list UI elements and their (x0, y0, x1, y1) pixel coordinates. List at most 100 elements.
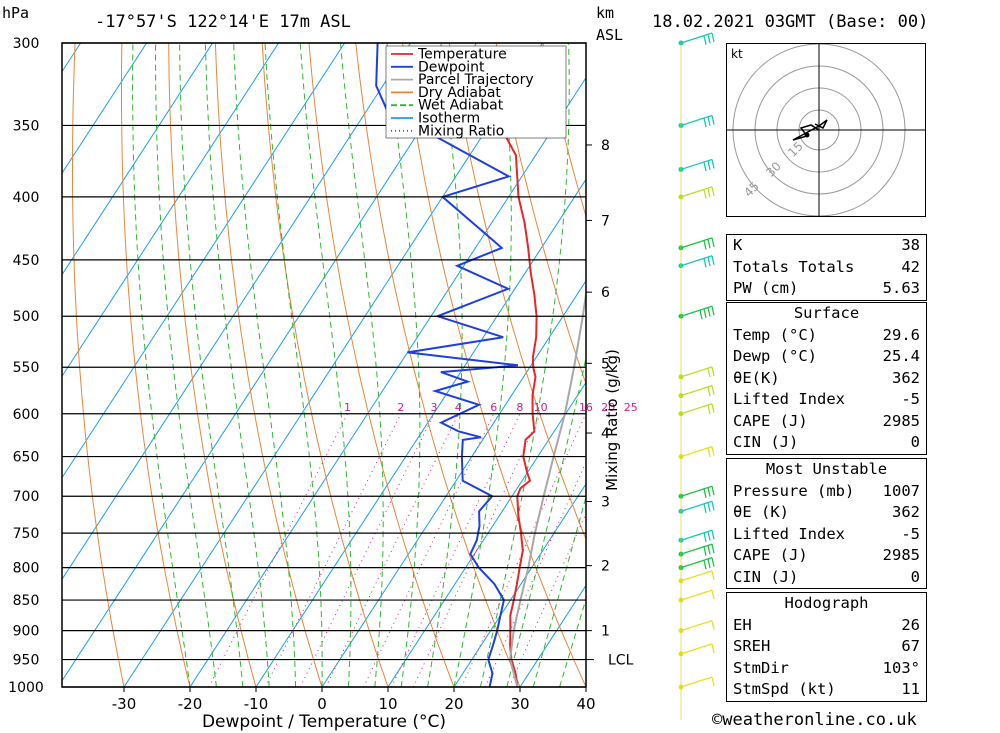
wind-barb-flag (703, 546, 707, 556)
wind-barb-flag (707, 531, 711, 541)
table-row: Pressure (mb) 1007 (727, 481, 926, 503)
row-label: SREH (733, 637, 771, 655)
pressure-tick-label: 900 (13, 624, 40, 640)
row-label: Lifted Index (733, 390, 845, 408)
wind-barb-flag (707, 160, 711, 170)
surface-table: Surface Temp (°C) 29.6 Dewp (°C) 25.4 θE(K) 3… (726, 302, 927, 455)
dry-adiabat-line (964, 43, 1000, 687)
wind-barb-shaft (680, 255, 713, 267)
legend-entry: Dewpoint (418, 59, 485, 75)
km-tick-label: 4 (601, 426, 610, 442)
wind-barb-flag (711, 306, 715, 316)
wet-adiabat-line (386, 43, 421, 687)
pressure-tick-label: 400 (13, 190, 40, 206)
temp-tick-label: -10 (244, 695, 269, 713)
wind-barb-flag (699, 309, 703, 320)
wind-barb-shaft (680, 158, 713, 171)
hodograph-trace (792, 119, 828, 141)
mixing-ratio-label: 20 (601, 401, 615, 414)
wet-adiabat-line (299, 43, 352, 687)
wind-barb-shaft (680, 570, 713, 582)
km-tick-label: 5 (601, 356, 610, 372)
mixing-ratio-line (325, 413, 459, 687)
row-label: Pressure (mb) (733, 481, 855, 500)
wind-barb-flag (711, 543, 715, 554)
wind-barb-shaft (680, 529, 713, 541)
wind-barb-shaft (680, 403, 713, 415)
wind-barb (680, 186, 715, 199)
mixing-ratio-label: 2 (397, 401, 404, 414)
pressure-tick-label: 550 (13, 360, 40, 376)
trace-dewpoint (375, 43, 519, 687)
wind-barb-flag (703, 117, 707, 128)
dry-adiabat-line (72, 43, 125, 687)
mixing-ratio-label: 1 (344, 401, 351, 414)
isotherm-line (62, 43, 478, 682)
wind-barb (680, 557, 715, 570)
wind-barb-shaft (680, 445, 713, 458)
mixing-ratio-line (412, 413, 542, 687)
row-value: 1007 (882, 481, 920, 500)
km-tick-label: 7 (601, 213, 610, 229)
indices-table: K 38 Totals Totals 42 PW (cm) 5.63 (726, 234, 927, 301)
km-tick-label: 3 (601, 495, 610, 511)
table-row: CIN (J) 0 (727, 432, 926, 454)
mixing-ratio-label: 8 (516, 401, 523, 414)
dry-adiabat-line (261, 43, 389, 687)
trace-parcel-trajectory (509, 287, 586, 687)
temp-tick-label: 30 (510, 695, 529, 713)
pressure-tick-label: 850 (13, 593, 40, 609)
isotherm-line (387, 381, 586, 687)
wind-barb-flag (707, 188, 711, 198)
table-row: CIN (J) 0 (727, 567, 926, 589)
y2-axis-label: Mixing Ratio (g/kg) (603, 349, 621, 491)
wind-barb-shaft (680, 237, 713, 249)
row-label: StmDir (733, 658, 789, 677)
footer-credit[interactable]: ©weatheronline.co.uk (712, 710, 917, 730)
wind-barb-flag (711, 255, 715, 265)
km-tick-label: 6 (601, 285, 610, 301)
wind-barb-flag (703, 240, 707, 250)
wind-barb-flag (707, 404, 711, 415)
wet-adiabat-line (427, 43, 463, 687)
wind-barb-flag (707, 116, 711, 126)
pressure-tick-label: 600 (13, 407, 40, 423)
wind-barb-flag (711, 530, 715, 540)
row-label: CAPE (J) (733, 546, 808, 564)
isotherm-line (255, 178, 586, 687)
row-label: θE(K) (733, 368, 780, 387)
row-value: 2985 (882, 546, 920, 564)
wind-barb-flag (707, 368, 711, 378)
pressure-tick-label: 1000 (8, 680, 44, 696)
wind-barb (680, 366, 715, 378)
datetime-title: 18.02.2021 03GMT (Base: 00) (652, 12, 929, 32)
wind-barb (680, 620, 715, 632)
wind-barb-flag (707, 386, 711, 397)
mixing-ratio-line (363, 413, 495, 687)
wet-adiabat-line (204, 43, 270, 687)
wind-barb-shaft (680, 643, 713, 655)
row-value: 42 (901, 257, 920, 276)
wet-adiabat-line (453, 43, 512, 687)
wind-barb (680, 255, 715, 268)
table-row: Lifted Index -5 (727, 389, 926, 411)
wind-barb-flag (707, 502, 711, 512)
wind-barb-flag (707, 558, 711, 569)
km-tick-label: 2 (601, 559, 610, 575)
pressure-tick-label: 300 (13, 36, 40, 52)
mixing-ratio-label: 3 (430, 401, 437, 414)
wind-barb (680, 158, 715, 172)
pressure-tick-label: 800 (13, 561, 40, 577)
isotherm-line (453, 483, 586, 687)
table-row: Lifted Index -5 (727, 524, 926, 546)
isotherm-line (189, 76, 586, 687)
wet-adiabat-line (179, 43, 244, 687)
wind-barb-flag (711, 557, 715, 567)
row-value: 103° (882, 658, 920, 677)
mixing-ratio-label: 10 (534, 401, 548, 414)
wind-barb (680, 305, 715, 320)
table-row: θE (K) 362 (727, 502, 926, 524)
dry-adiabat-line (308, 43, 455, 687)
legend-entry: Mixing Ratio (418, 123, 504, 139)
